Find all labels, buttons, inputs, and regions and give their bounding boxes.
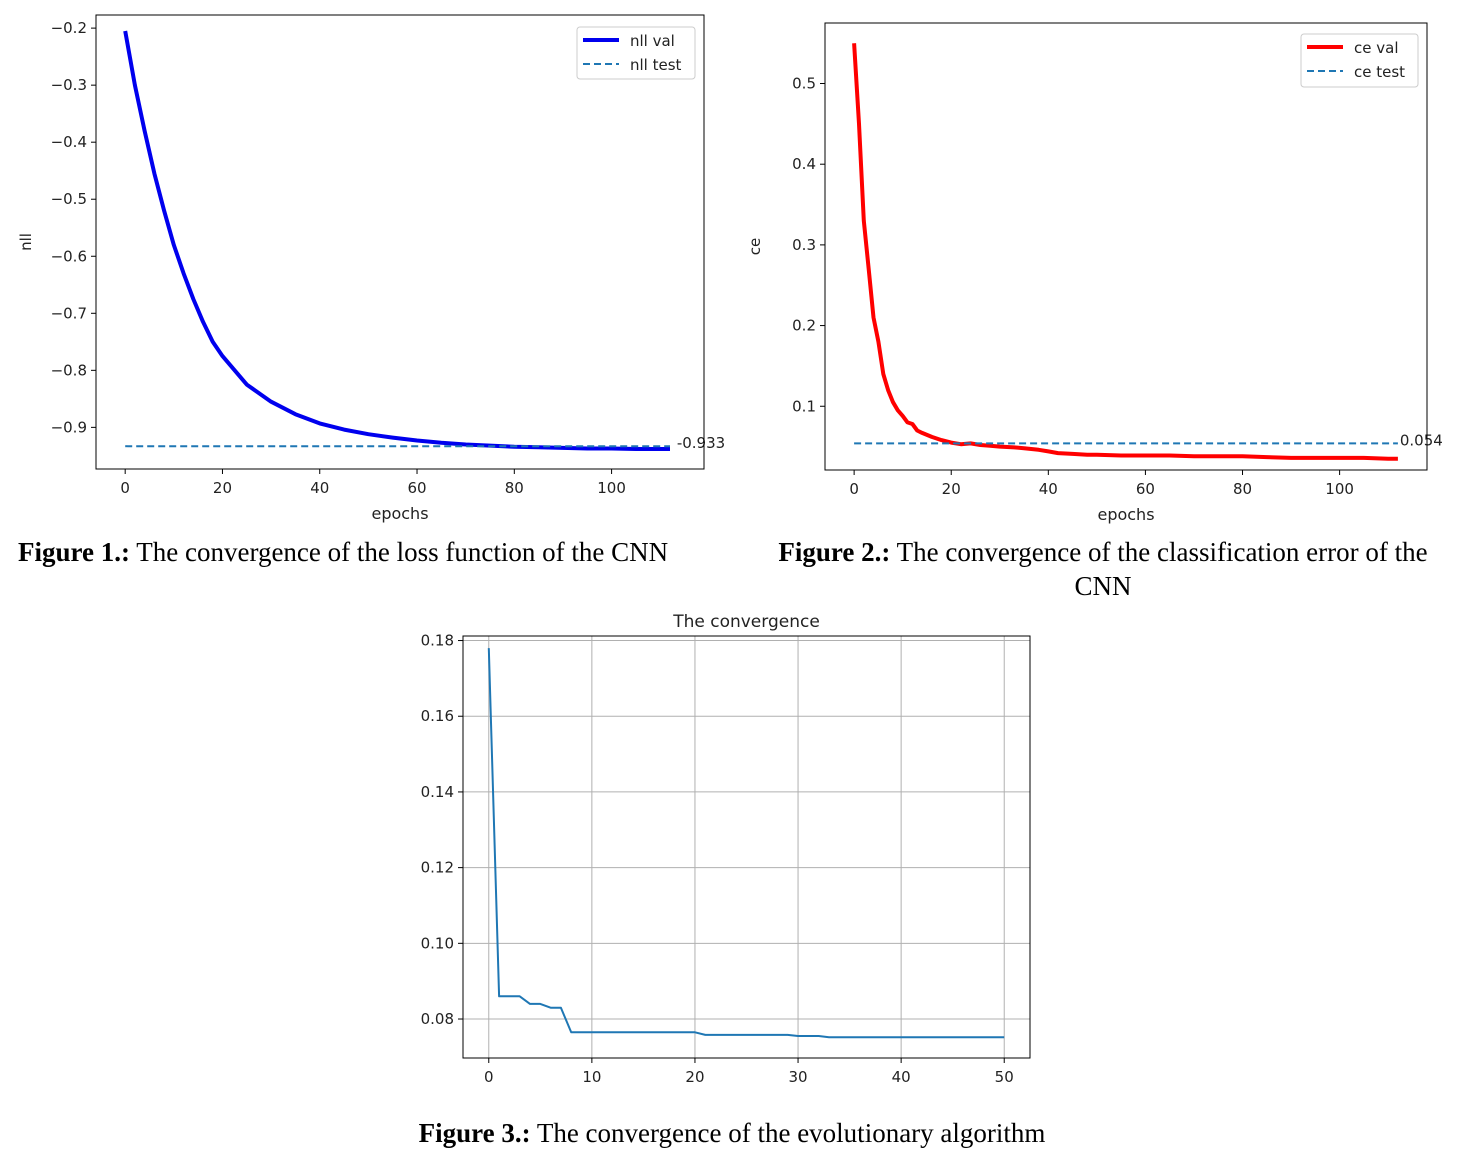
x-tick-label: 20 bbox=[942, 480, 961, 498]
x-tick-label: 0 bbox=[849, 480, 859, 498]
x-tick-label: 30 bbox=[788, 1068, 807, 1086]
y-axis-label: ce bbox=[746, 238, 764, 255]
x-tick-label: 20 bbox=[213, 479, 232, 497]
x-tick-label: 60 bbox=[407, 479, 426, 497]
chart-evolution: The convergence 0 10 20 30 40 50 0.18 0.16 0.14 0.… bbox=[380, 600, 1080, 1100]
x-tick-label: 100 bbox=[1325, 480, 1354, 498]
x-tick-label: 40 bbox=[892, 1068, 911, 1086]
x-tick-label: 10 bbox=[582, 1068, 601, 1086]
legend-label: ce test bbox=[1354, 63, 1405, 81]
chart-title: The convergence bbox=[672, 612, 820, 632]
x-tick-label: 20 bbox=[685, 1068, 704, 1086]
y-axis-label: nll bbox=[17, 233, 35, 251]
value-annotation: -0.933 bbox=[677, 434, 725, 452]
caption-figure-1-text: The convergence of the loss function of … bbox=[129, 537, 669, 567]
x-tick-label: 100 bbox=[597, 479, 626, 497]
chart-nll-svg: 0 20 40 60 80 100 −0.2 −0.3 −0.4 −0.5 −0.6 −0.7 −0.8… bbox=[17, 14, 725, 523]
caption-figure-2-text: The convergence of the classification er… bbox=[890, 537, 1428, 601]
x-tick-label: 40 bbox=[310, 479, 329, 497]
x-tick-label: 40 bbox=[1039, 480, 1058, 498]
y-tick-label: −0.7 bbox=[51, 304, 87, 322]
y-tick-label: 0.5 bbox=[792, 75, 816, 93]
caption-figure-2-label: Figure 2.: bbox=[778, 537, 891, 567]
caption-figure-3-label: Figure 3.: bbox=[418, 1118, 531, 1148]
y-tick-label: 0.3 bbox=[792, 236, 816, 254]
x-axis-label: epochs bbox=[371, 504, 428, 523]
y-tick-label: 0.08 bbox=[421, 1010, 454, 1028]
plot-frame bbox=[95, 14, 705, 470]
x-tick-label: 50 bbox=[995, 1068, 1014, 1086]
chart-evolution-svg: The convergence 0 10 20 30 40 50 0.18 0.16 0.14 0.… bbox=[421, 612, 1031, 1086]
y-tick-label: 0.2 bbox=[792, 317, 816, 335]
series-line-0 bbox=[487, 648, 1005, 1039]
chart-ce-svg: 0 20 40 60 80 100 0.1 0.2 0.3 0.4 0.5 epochs ce 0.054… bbox=[746, 22, 1443, 524]
y-tick-label: −0.8 bbox=[51, 361, 87, 379]
caption-figure-2: Figure 2.: The convergence of the classi… bbox=[758, 535, 1448, 603]
y-tick-label: −0.4 bbox=[51, 133, 87, 151]
x-axis-label: epochs bbox=[1097, 505, 1154, 524]
caption-figure-1: Figure 1.: The convergence of the loss f… bbox=[18, 535, 758, 569]
series-line-nll-val bbox=[123, 30, 670, 451]
x-tick-label: 0 bbox=[484, 1068, 494, 1086]
y-tick-label: 0.1 bbox=[792, 397, 816, 415]
y-tick-label: −0.9 bbox=[51, 418, 87, 436]
y-tick-label: −0.2 bbox=[51, 19, 87, 37]
y-tick-label: 0.16 bbox=[421, 707, 454, 725]
x-tick-label: 80 bbox=[1233, 480, 1252, 498]
series-line-ce-val bbox=[852, 43, 1398, 461]
plot-frame bbox=[462, 635, 1031, 1059]
y-tick-label: −0.6 bbox=[51, 247, 87, 265]
y-tick-label: 0.18 bbox=[421, 632, 454, 650]
caption-figure-1-label: Figure 1.: bbox=[18, 537, 130, 567]
x-tick-label: 80 bbox=[505, 479, 524, 497]
legend-label: ce val bbox=[1354, 39, 1398, 57]
y-tick-label: −0.5 bbox=[51, 190, 87, 208]
y-tick-label: 0.14 bbox=[421, 783, 454, 801]
chart-nll: 0 20 40 60 80 100 −0.2 −0.3 −0.4 −0.5 −0.6 −0.7 −0.8… bbox=[0, 0, 740, 530]
x-tick-label: 0 bbox=[120, 479, 130, 497]
plot-frame bbox=[824, 22, 1428, 471]
y-tick-label: 0.12 bbox=[421, 859, 454, 877]
legend-label: nll val bbox=[630, 32, 675, 50]
x-tick-label: 60 bbox=[1136, 480, 1155, 498]
caption-figure-3-text: The convergence of the evolutionary algo… bbox=[530, 1118, 1046, 1148]
y-tick-label: 0.10 bbox=[421, 934, 454, 952]
legend-label: nll test bbox=[630, 56, 682, 74]
y-tick-label: 0.4 bbox=[792, 155, 816, 173]
y-tick-label: −0.3 bbox=[51, 76, 87, 94]
chart-ce: 0 20 40 60 80 100 0.1 0.2 0.3 0.4 0.5 epochs ce 0.054… bbox=[740, 0, 1464, 530]
caption-figure-3: Figure 3.: The convergence of the evolut… bbox=[300, 1116, 1164, 1150]
value-annotation: 0.054 bbox=[1400, 431, 1443, 449]
